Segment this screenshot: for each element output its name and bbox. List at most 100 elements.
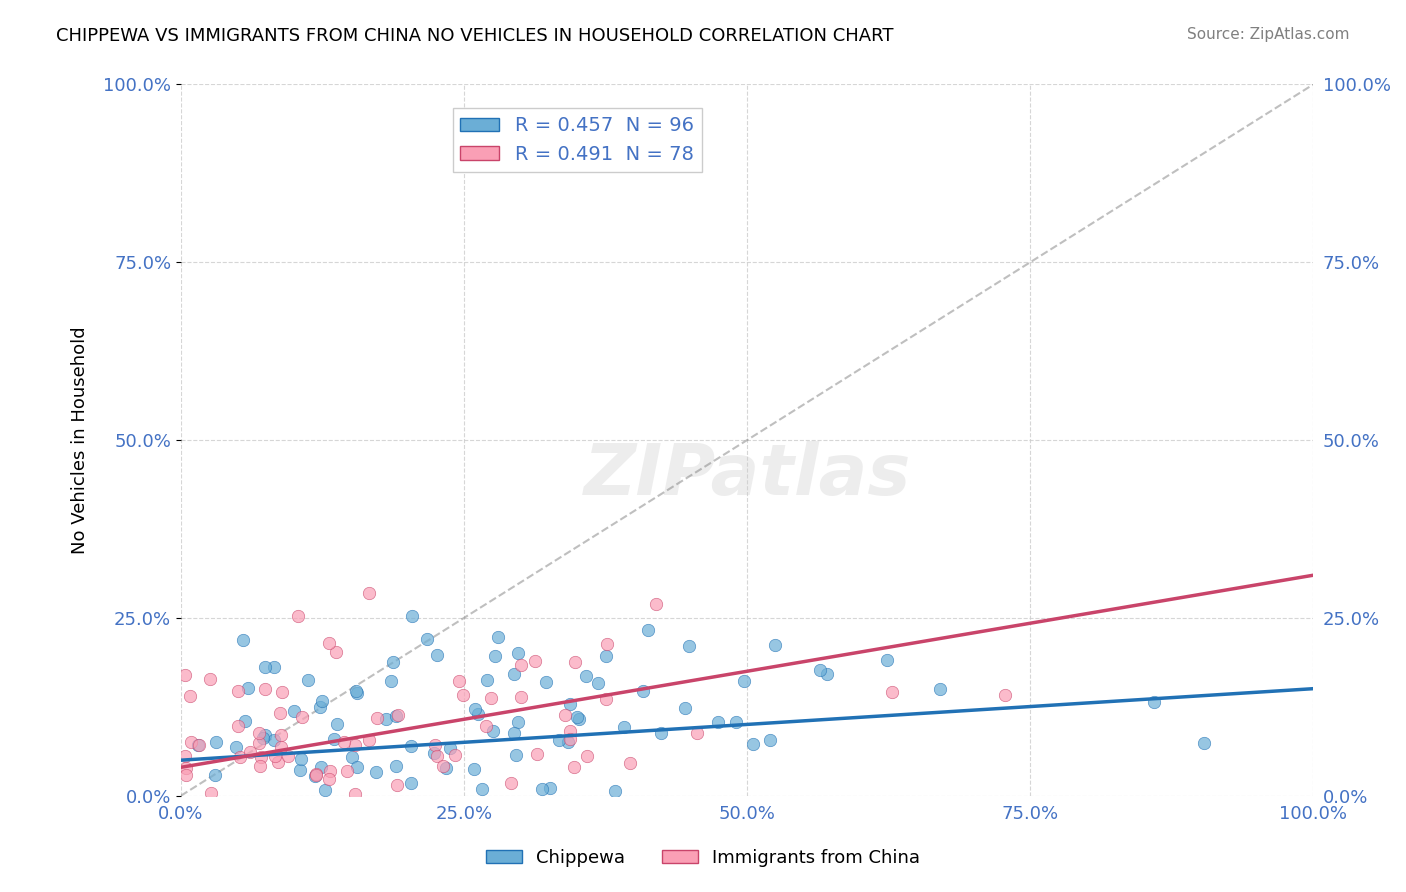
Immigrants from China <box>270 685 292 699</box>
Chippewa <box>595 648 617 663</box>
Immigrants from China <box>619 756 641 770</box>
Immigrants from China <box>174 668 197 682</box>
Immigrants from China <box>366 711 388 725</box>
Chippewa <box>342 750 364 764</box>
Chippewa <box>401 609 423 624</box>
Immigrants from China <box>595 692 617 706</box>
Chippewa <box>724 714 747 729</box>
Chippewa <box>346 686 368 700</box>
Chippewa <box>429 839 451 854</box>
Chippewa <box>252 731 274 745</box>
Chippewa <box>364 765 387 780</box>
Chippewa <box>512 808 534 822</box>
Immigrants from China <box>278 847 301 862</box>
Immigrants from China <box>304 766 326 780</box>
Immigrants from China <box>562 760 585 774</box>
Immigrants from China <box>249 759 271 773</box>
Immigrants from China <box>173 748 195 763</box>
Immigrants from China <box>343 738 366 752</box>
Chippewa <box>323 731 346 746</box>
Immigrants from China <box>287 609 309 624</box>
Chippewa <box>707 715 730 730</box>
Immigrants from China <box>254 682 277 697</box>
Chippewa <box>314 783 336 797</box>
Immigrants from China <box>882 685 904 699</box>
Chippewa <box>1194 736 1216 750</box>
Chippewa <box>565 710 588 724</box>
Immigrants from China <box>357 732 380 747</box>
Immigrants from China <box>174 768 197 782</box>
Chippewa <box>309 759 332 773</box>
Chippewa <box>568 712 591 726</box>
Immigrants from China <box>318 772 340 786</box>
Immigrants from China <box>576 749 599 764</box>
Immigrants from China <box>391 811 413 825</box>
Chippewa <box>283 704 305 718</box>
Immigrants from China <box>277 748 299 763</box>
Chippewa <box>733 673 755 688</box>
Immigrants from China <box>453 688 475 702</box>
Immigrants from China <box>686 725 709 739</box>
Immigrants from China <box>250 750 273 764</box>
Immigrants from China <box>225 832 247 847</box>
Chippewa <box>484 649 506 664</box>
Chippewa <box>929 682 952 697</box>
Chippewa <box>759 733 782 747</box>
Chippewa <box>557 735 579 749</box>
Chippewa <box>603 784 626 798</box>
Immigrants from China <box>425 738 447 752</box>
Chippewa <box>385 759 408 773</box>
Chippewa <box>219 859 242 873</box>
Chippewa <box>253 729 276 743</box>
Chippewa <box>464 702 486 716</box>
Immigrants from China <box>270 805 292 820</box>
Chippewa <box>876 653 898 667</box>
Immigrants from China <box>232 824 254 838</box>
Immigrants from China <box>387 779 409 793</box>
Immigrants from China <box>560 724 582 739</box>
Immigrants from China <box>226 683 249 698</box>
Chippewa <box>575 669 598 683</box>
Chippewa <box>586 676 609 690</box>
Text: Source: ZipAtlas.com: Source: ZipAtlas.com <box>1187 27 1350 42</box>
Immigrants from China <box>645 597 668 611</box>
Immigrants from China <box>523 654 546 668</box>
Immigrants from China <box>475 719 498 733</box>
Immigrants from China <box>318 636 340 650</box>
Chippewa <box>477 673 499 688</box>
Immigrants from China <box>554 708 576 723</box>
Chippewa <box>536 674 558 689</box>
Chippewa <box>631 684 654 698</box>
Immigrants from China <box>491 821 513 835</box>
Chippewa <box>434 761 457 775</box>
Immigrants from China <box>426 749 449 764</box>
Chippewa <box>678 639 700 653</box>
Chippewa <box>406 854 429 868</box>
Immigrants from China <box>267 755 290 769</box>
Chippewa <box>503 725 526 739</box>
Chippewa <box>297 673 319 687</box>
Immigrants from China <box>387 708 409 723</box>
Immigrants from China <box>336 764 359 779</box>
Chippewa <box>763 639 786 653</box>
Immigrants from China <box>526 747 548 762</box>
Immigrants from China <box>226 719 249 733</box>
Immigrants from China <box>305 768 328 782</box>
Chippewa <box>488 831 510 846</box>
Chippewa <box>204 768 226 782</box>
Chippewa <box>416 632 439 646</box>
Immigrants from China <box>510 658 533 673</box>
Immigrants from China <box>247 735 270 749</box>
Chippewa <box>385 709 408 723</box>
Chippewa <box>505 748 527 763</box>
Legend: R = 0.457  N = 96, R = 0.491  N = 78: R = 0.457 N = 96, R = 0.491 N = 78 <box>453 109 702 171</box>
Chippewa <box>374 712 396 726</box>
Chippewa <box>205 735 228 749</box>
Text: CHIPPEWA VS IMMIGRANTS FROM CHINA NO VEHICLES IN HOUSEHOLD CORRELATION CHART: CHIPPEWA VS IMMIGRANTS FROM CHINA NO VEH… <box>56 27 894 45</box>
Immigrants from China <box>333 735 356 749</box>
Immigrants from China <box>290 710 312 724</box>
Immigrants from China <box>509 690 531 704</box>
Immigrants from China <box>270 728 292 742</box>
Immigrants from China <box>263 749 285 764</box>
Immigrants from China <box>270 739 292 754</box>
